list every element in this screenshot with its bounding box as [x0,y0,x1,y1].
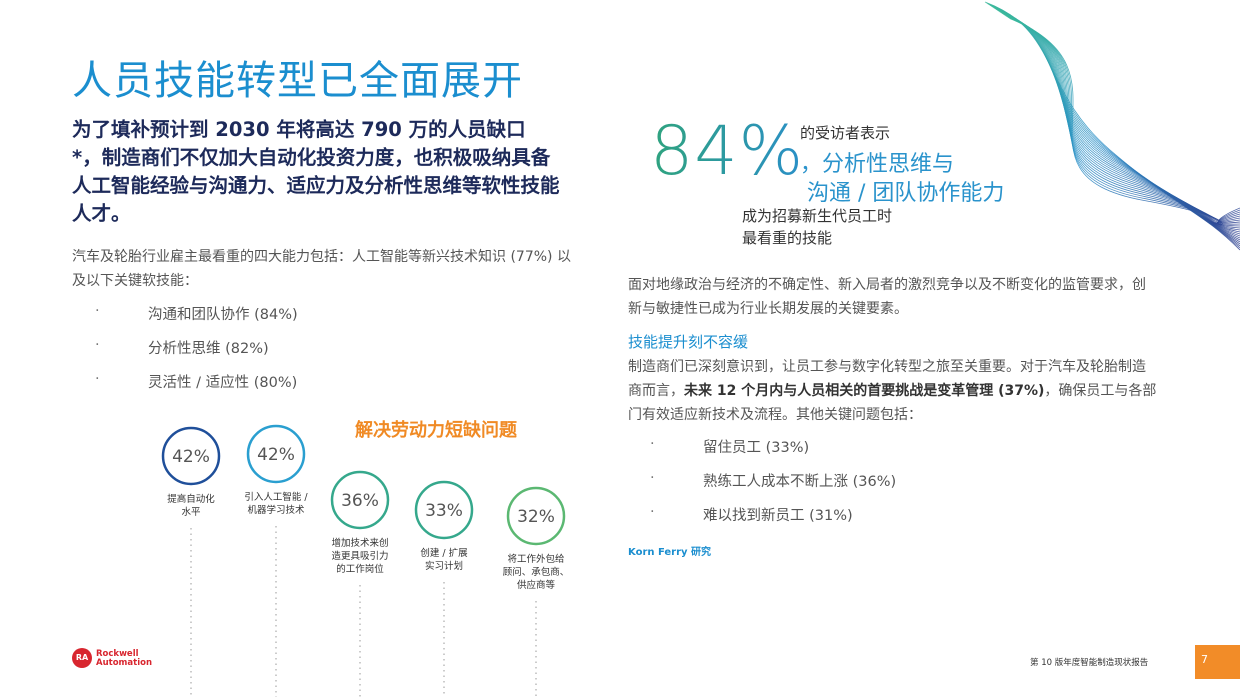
stat-value: 84% [650,112,805,191]
circle-ring [161,426,221,486]
text: ，确保员工与各部门有效适应新技术及流程。其他关键问题包括： [628,383,1157,423]
wave-line [1004,14,1240,224]
stat-text: 的受访者表示 [800,124,891,142]
circle-ring [330,470,390,530]
body-text: 制造商们已深刻意识到，让员工参与数字化转型之旅至关重要。对于汽车及轮胎制造商而言… [628,355,1158,427]
logo-mark: RA [72,648,92,668]
logo-text: Automation [96,658,152,668]
circle-label: 实习计划 [425,560,463,572]
circle-value: 33% [425,501,463,521]
circle-label: 机器学习技术 [247,504,305,516]
wave-line [992,6,1240,239]
page-number: 7 [1195,645,1240,679]
wave-line [1005,15,1240,224]
wave-line [1010,18,1240,226]
circle-label: 顾问、承包商、 [503,566,570,578]
circle-label: 创建 / 扩展 [420,547,468,559]
bullet-item: 分析性思维 (82%) [95,337,298,371]
circle-label: 供应商等 [517,579,556,591]
circle-label: 提高自动化 [167,493,215,505]
wave-line [996,9,1240,231]
circle-label: 将工作外包给 [507,553,565,565]
bullet-item: 灵活性 / 适应性 (80%) [95,371,298,405]
circle-ring [414,480,474,540]
wave-line [998,10,1240,229]
wave-line [987,3,1240,247]
stat-text: 成为招募新生代员工时 [742,207,893,225]
bullet-list: 留住员工 (33%)熟练工人成本不断上涨 (36%)难以找到新员工 (31%) [650,436,896,538]
body-text: 汽车及轮胎行业雇主最看重的四大能力包括：人工智能等新兴技术知识 (77%) 以及… [72,249,571,289]
wave-line [990,5,1240,241]
circle-label: 的工作岗位 [336,563,384,575]
stat-text: ，分析性思维与 [800,152,955,177]
intro-bold: 人工智能经验与沟通力、适应力及分析性思维等软性技能人才。 [72,174,560,225]
wave-line [1001,12,1240,224]
intro: 为了填补预计到 2030 年将高达 790 万的人员缺口 *，制造商们不仅加大自… [72,116,562,228]
title: 人员技能转型已全面展开 [72,58,523,104]
report-name: 第 10 版年度智能制造现状报告 [1030,658,1149,668]
wave-line [995,8,1240,233]
circle-ring [506,486,566,546]
circle-label: 引入人工智能 / [244,491,308,503]
bullet-item: 熟练工人成本不断上涨 (36%) [650,470,896,504]
bullet-list: 沟通和团队协作 (84%)分析性思维 (82%)灵活性 / 适应性 (80%) [95,303,298,405]
stat-text: 沟通 / 团队协作能力 [807,181,1005,206]
circle-label: 增加技术来创 [331,537,388,549]
bold-text: 未来 12 个月内与人员相关的首要挑战是变革管理 (37%) [684,383,1045,399]
circle-ring [246,424,306,484]
wave-line [999,11,1240,227]
circle-value: 36% [341,491,379,511]
wave-line [988,4,1240,245]
body-text: 面对地缘政治与经济的不确定性、新入局者的激烈竞争以及不断变化的监管要求，创新与敏… [628,277,1146,317]
logo-text: Rockwell [96,649,139,659]
bullet-item: 留住员工 (33%) [650,436,896,470]
wave-line [993,7,1240,237]
circle-value: 32% [517,507,555,527]
section-heading: 技能提升刻不容缓 [628,333,749,351]
intro-lead: 为了填补预计到 2030 年将高达 790 万的人员缺口 *，制造商们不仅加大自… [72,118,551,169]
wave-line [994,8,1240,235]
bullet-item: 难以找到新员工 (31%) [650,504,896,538]
circle-label: 水平 [181,506,201,518]
bullet-item: 沟通和团队协作 (84%) [95,303,298,337]
wave-line [1006,16,1240,224]
circle-label: 造更具吸引力 [331,550,388,562]
wave-line [989,4,1240,243]
stat-text: 最看重的技能 [742,229,833,247]
text: 制造商们已深刻意识到，让员工参与数字化转型之旅至关重要。对于汽车及轮胎制造商而言… [628,359,1146,399]
circle-value: 42% [172,447,210,467]
source: Korn Ferry 研究 [628,547,712,558]
infographic-title: 解决劳动力短缺问题 [355,420,517,441]
circle-value: 42% [257,445,295,465]
